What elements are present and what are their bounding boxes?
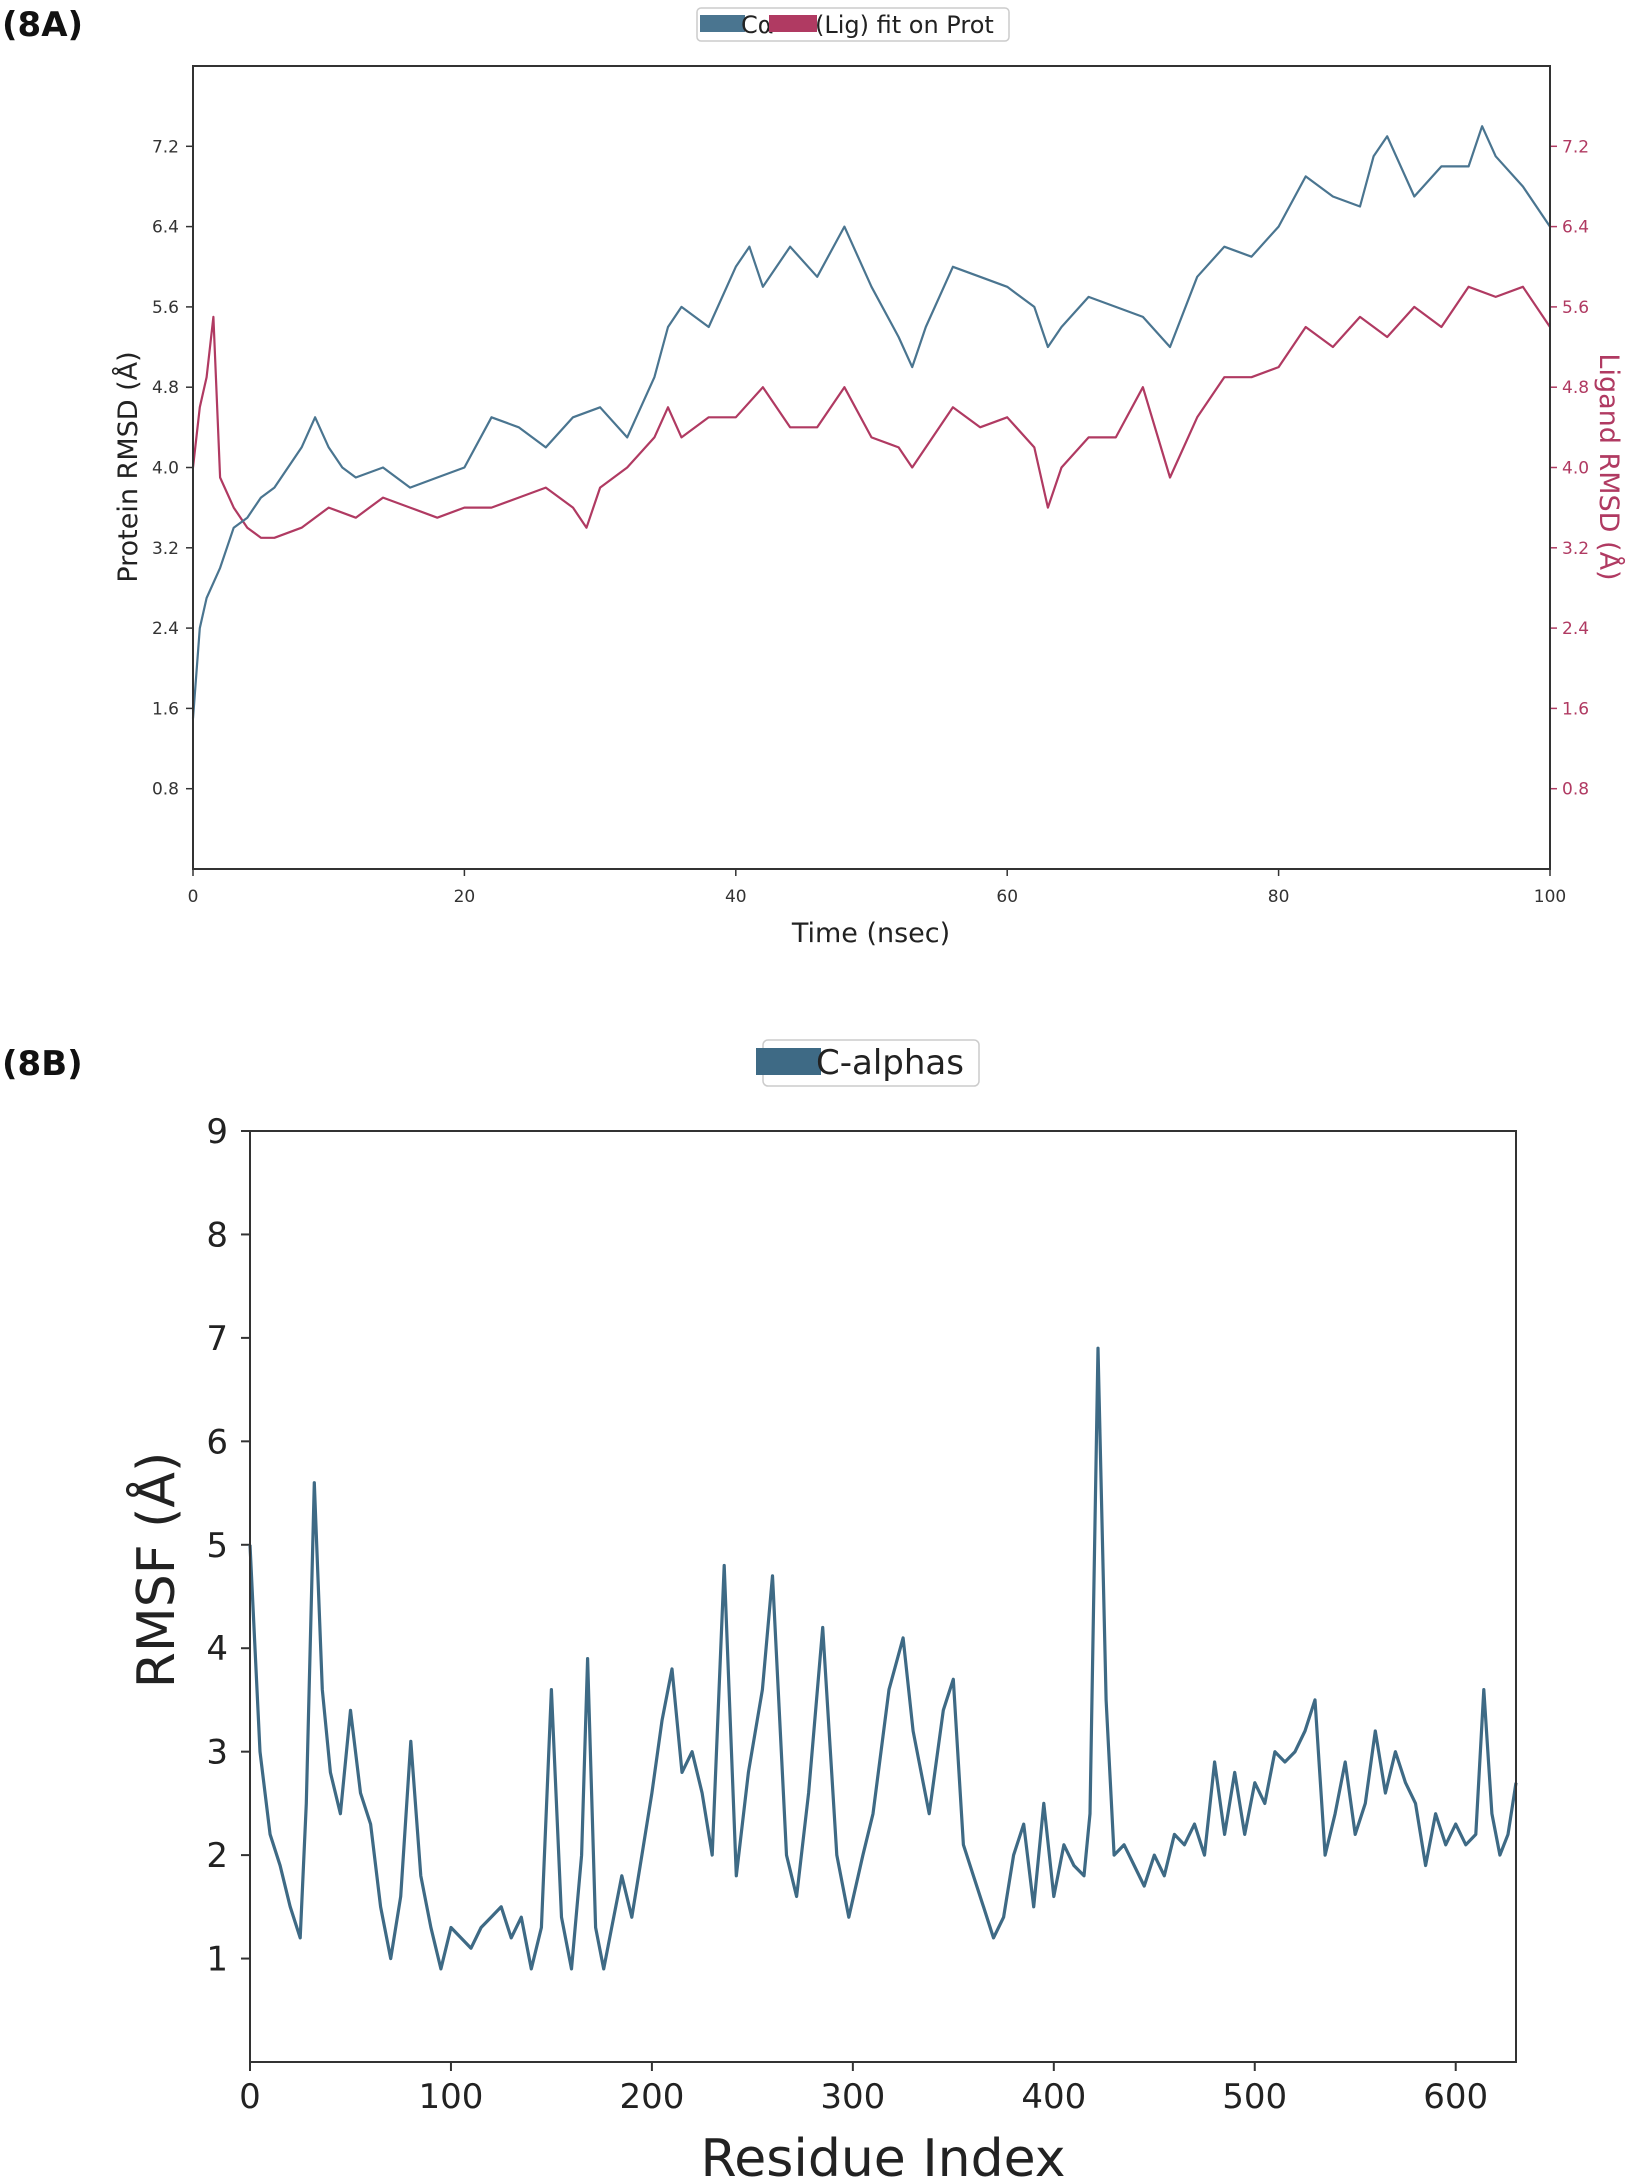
y-axis-right-label-8a: Ligand RMSD (Å) xyxy=(1593,353,1625,580)
y-tick-label-8a: 4.8 xyxy=(152,378,179,398)
legend-8a-swatch-ligand xyxy=(769,15,817,32)
x-axis-label-8b: Residue Index xyxy=(701,2129,1066,2182)
y-axis-label-8a: Protein RMSD (Å) xyxy=(112,351,144,582)
y-tick-label-8b: 2 xyxy=(206,1836,228,1876)
y-right-tick-label-8a: 4.8 xyxy=(1562,378,1589,398)
ligand-rmsd-line xyxy=(191,285,1551,539)
legend-8b-entry: C-alphas xyxy=(816,1043,964,1083)
legend-8a-swatch-protein xyxy=(700,15,745,32)
x-tick-label-8a: 0 xyxy=(188,887,199,907)
y-tick-label-8a: 3.2 xyxy=(152,539,179,559)
plot-8a-series xyxy=(191,125,1551,719)
x-tick-label-8a: 100 xyxy=(1534,887,1566,907)
x-tick-label-8a: 60 xyxy=(996,887,1018,907)
y-right-tick-label-8a: 4.0 xyxy=(1562,459,1589,479)
y-right-tick-label-8a: 3.2 xyxy=(1562,539,1589,559)
y-right-tick-label-8a: 0.8 xyxy=(1562,780,1589,800)
y-tick-label-8a: 0.8 xyxy=(152,780,179,800)
y-tick-label-8a: 1.6 xyxy=(152,699,179,719)
y-tick-label-8a: 6.4 xyxy=(152,218,179,238)
plot-8a-ticks: 0 20 40 60 80 100 0.8 0.8 1.6 1.6 2.4 2.4 3.2 3.2 4.0 4… xyxy=(152,137,1589,907)
y-right-tick-label-8a: 7.2 xyxy=(1562,137,1589,157)
x-tick-label-8b: 300 xyxy=(820,2077,885,2117)
x-tick-label-8b: 100 xyxy=(418,2077,483,2117)
legend-8a: Cα (Lig) fit on Prot xyxy=(696,7,1010,42)
y-tick-label-8b: 6 xyxy=(206,1422,228,1462)
y-tick-label-8a: 7.2 xyxy=(152,137,179,157)
y-tick-label-8b: 1 xyxy=(206,1940,228,1980)
x-tick-label-8a: 20 xyxy=(454,887,476,907)
y-tick-label-8b: 5 xyxy=(206,1526,228,1566)
panel-label-8b: (8B) xyxy=(2,1044,83,1084)
x-tick-label-8b: 200 xyxy=(619,2077,684,2117)
y-right-tick-label-8a: 1.6 xyxy=(1562,699,1589,719)
legend-8a-entry-protein: Cα xyxy=(741,11,774,39)
plot-8a-frame xyxy=(192,65,1551,870)
y-tick-label-8b: 3 xyxy=(206,1733,228,1773)
y-right-tick-label-8a: 5.6 xyxy=(1562,298,1589,318)
panel-label-8a: (8A) xyxy=(2,5,83,45)
y-tick-label-8a: 2.4 xyxy=(152,619,179,639)
plot-8b-frame xyxy=(249,1130,1517,2063)
legend-8b: C-alphas xyxy=(756,1039,980,1087)
x-tick-label-8b: 600 xyxy=(1423,2077,1488,2117)
legend-8a-entry-ligand: (Lig) fit on Prot xyxy=(815,11,994,39)
x-axis-label-8a: Time (nsec) xyxy=(791,918,950,949)
y-tick-label-8a: 5.6 xyxy=(152,298,179,318)
panel-8b: (8B) C-alphas 0 100 200 300 400 500 600 1 2 3 4 5 6 7… xyxy=(2,1039,1518,2182)
x-tick-label-8a: 80 xyxy=(1268,887,1290,907)
y-tick-label-8b: 4 xyxy=(206,1629,228,1669)
x-tick-label-8b: 500 xyxy=(1222,2077,1287,2117)
x-tick-label-8a: 40 xyxy=(725,887,747,907)
y-right-tick-label-8a: 6.4 xyxy=(1562,218,1589,238)
plot-8b-ticks: 0 100 200 300 400 500 600 1 2 3 4 5 6 7 8 9 xyxy=(206,1112,1488,2117)
y-tick-label-8b: 7 xyxy=(206,1319,228,1359)
rmsf-line xyxy=(248,1346,1518,1971)
panel-8a: (8A) Cα (Lig) fit on Prot 0 20 40 60 80 100 0.… xyxy=(2,5,1625,949)
x-tick-label-8b: 400 xyxy=(1021,2077,1086,2117)
plot-8b-series xyxy=(248,1346,1518,1971)
y-tick-label-8b: 8 xyxy=(206,1215,228,1255)
legend-8b-swatch xyxy=(756,1048,821,1075)
x-tick-label-8b: 0 xyxy=(239,2077,261,2117)
y-right-tick-label-8a: 2.4 xyxy=(1562,619,1589,639)
y-tick-label-8a: 4.0 xyxy=(152,459,179,479)
y-tick-label-8b: 9 xyxy=(206,1112,228,1152)
y-axis-label-8b: RMSF (Å) xyxy=(125,1452,187,1689)
protein-rmsd-line xyxy=(191,125,1551,719)
